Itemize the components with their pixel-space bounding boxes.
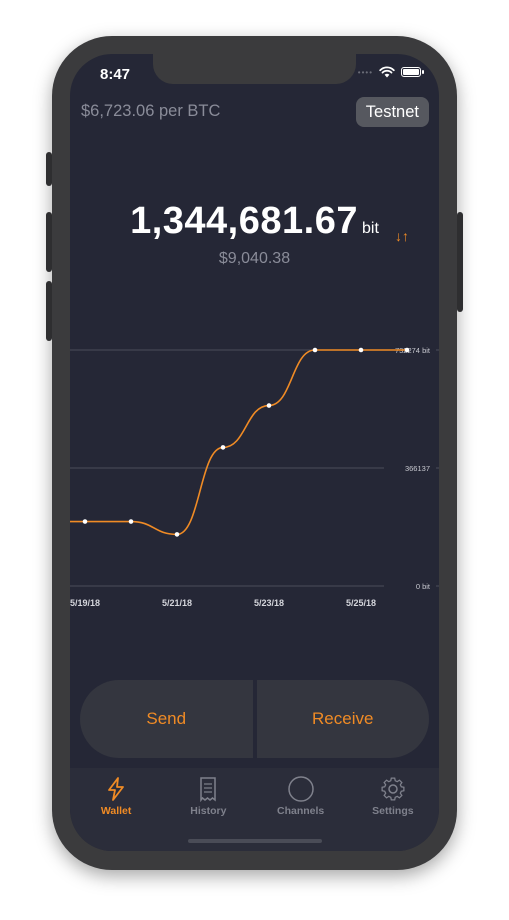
battery-icon — [401, 67, 424, 77]
y-tick-label: 0 bit — [416, 582, 431, 591]
notch — [153, 54, 356, 84]
volume-down-button — [46, 281, 52, 341]
action-buttons: Send Receive — [80, 680, 429, 758]
fiat-balance: $9,040.38 — [218, 250, 291, 267]
send-button[interactable]: Send — [80, 680, 253, 758]
volume-up-button — [46, 212, 52, 272]
receive-button[interactable]: Receive — [256, 680, 429, 758]
tab-history[interactable]: History — [162, 768, 254, 851]
balance-amount: 1,344,681.67 — [130, 200, 358, 242]
network-badge[interactable]: Testnet — [355, 97, 429, 127]
tab-label-wallet: Wallet — [100, 805, 132, 817]
data-point — [82, 519, 88, 524]
balance-chart: 732274 bit 366137 0 bit 5/19/18 5/21/18 5/23/… — [70, 345, 439, 608]
x-tick-label: 5/21/18 — [162, 598, 192, 608]
power-button — [457, 212, 463, 312]
circle-icon — [287, 776, 314, 802]
tab-channels[interactable]: Channels — [255, 768, 347, 851]
data-point — [312, 347, 318, 353]
mute-switch — [46, 152, 52, 186]
swap-currency-icon[interactable]: ↓↑ — [395, 228, 409, 244]
data-point — [220, 445, 226, 450]
balance-line — [70, 349, 407, 536]
home-indicator — [188, 839, 322, 843]
status-icons: •••• — [357, 66, 424, 78]
x-tick-label: 5/25/18 — [346, 598, 376, 608]
y-tick-label: 366137 — [405, 464, 430, 473]
wifi-icon — [379, 66, 395, 78]
data-point — [174, 532, 180, 537]
y-tick-label: 732274 bit — [395, 346, 431, 355]
data-point — [266, 403, 272, 408]
tab-bar: Wallet History Channels S — [70, 768, 439, 851]
y-tick-label-bg — [384, 345, 436, 355]
signal-icon: •••• — [357, 67, 373, 77]
tab-label-channels: Channels — [276, 805, 325, 817]
btc-price: $6,723.06 per BTC — [81, 102, 221, 120]
y-tick-label-bg — [384, 463, 436, 473]
receipt-icon — [200, 777, 217, 802]
tab-settings[interactable]: Settings — [347, 768, 439, 851]
gear-icon — [381, 777, 405, 801]
y-tick-label-bg — [384, 581, 436, 591]
x-tick-label: 5/23/18 — [254, 598, 284, 608]
balance-unit: bit — [361, 220, 379, 237]
data-point — [358, 347, 364, 353]
lightning-icon — [108, 777, 125, 801]
app-screen: 8:47 •••• $6,723.06 per BTC Testnet 1,34… — [70, 54, 439, 851]
balance-display[interactable]: 1,344,681.67 bit — [70, 200, 439, 243]
data-point — [128, 519, 134, 524]
data-point — [404, 347, 410, 353]
tab-label-history: History — [190, 805, 227, 817]
x-tick-label: 5/19/18 — [70, 598, 100, 608]
tab-label-settings: Settings — [372, 805, 414, 817]
tab-wallet[interactable]: Wallet — [70, 768, 162, 851]
status-time: 8:47 — [100, 66, 131, 83]
